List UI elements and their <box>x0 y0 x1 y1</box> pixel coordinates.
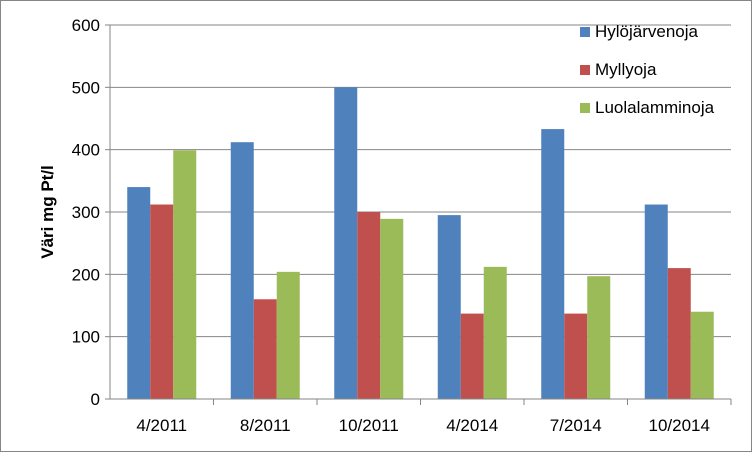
x-tick-label: 4/2014 <box>446 416 498 435</box>
x-tick-label: 7/2014 <box>550 416 602 435</box>
gridlines <box>110 24 731 338</box>
bar-3-3 <box>380 218 404 399</box>
bar-2-2 <box>253 299 277 399</box>
x-tick-label: 10/2014 <box>649 416 710 435</box>
bar-2-1 <box>150 204 174 399</box>
bar-1-6 <box>644 204 668 399</box>
y-tick-labels: 0 100 200 300 400 500 600 <box>72 16 110 409</box>
legend-swatch-1 <box>580 27 590 37</box>
x-tick-label: 4/2011 <box>136 416 187 435</box>
legend-swatch-3 <box>580 103 590 113</box>
legend-swatch-2 <box>580 65 590 75</box>
bar-1-5 <box>541 129 565 399</box>
y-tick-label: 200 <box>72 265 100 284</box>
bar-1-2 <box>230 142 254 400</box>
y-tick-label: 0 <box>91 390 100 409</box>
bar-2-3 <box>357 212 381 399</box>
legend-label-3: Luolalamminoja <box>595 98 715 117</box>
bar-3-5 <box>587 276 611 399</box>
y-tick-label: 100 <box>72 328 100 347</box>
y-tick-label: 500 <box>72 78 100 97</box>
bar-3-1 <box>173 150 197 399</box>
bar-1-4 <box>437 215 461 399</box>
bar-3-2 <box>276 271 300 399</box>
bar-3-6 <box>690 311 714 399</box>
bar-3-4 <box>483 266 507 399</box>
y-axis-title: Väri mg Pt/l <box>38 165 57 259</box>
bar-1-3 <box>334 87 358 399</box>
y-tick-label: 600 <box>72 16 100 35</box>
x-tick-labels: 4/2011 8/2011 10/2011 4/2014 7/2014 10/2014 <box>136 399 732 435</box>
y-tick-label: 400 <box>72 141 100 160</box>
legend-label-1: Hylöjärvenoja <box>595 22 699 41</box>
legend-label-2: Myllyoja <box>595 60 657 79</box>
y-tick-label: 300 <box>72 203 100 222</box>
bar-1-1 <box>127 187 151 399</box>
bar-2-6 <box>667 268 691 399</box>
bar-2-4 <box>460 313 484 399</box>
x-tick-label: 10/2011 <box>339 416 399 435</box>
legend: Hylöjärvenoja Myllyoja Luolalamminoja <box>580 22 715 117</box>
x-tick-label: 8/2011 <box>240 416 291 435</box>
bars <box>127 87 714 400</box>
bar-2-5 <box>564 313 588 399</box>
